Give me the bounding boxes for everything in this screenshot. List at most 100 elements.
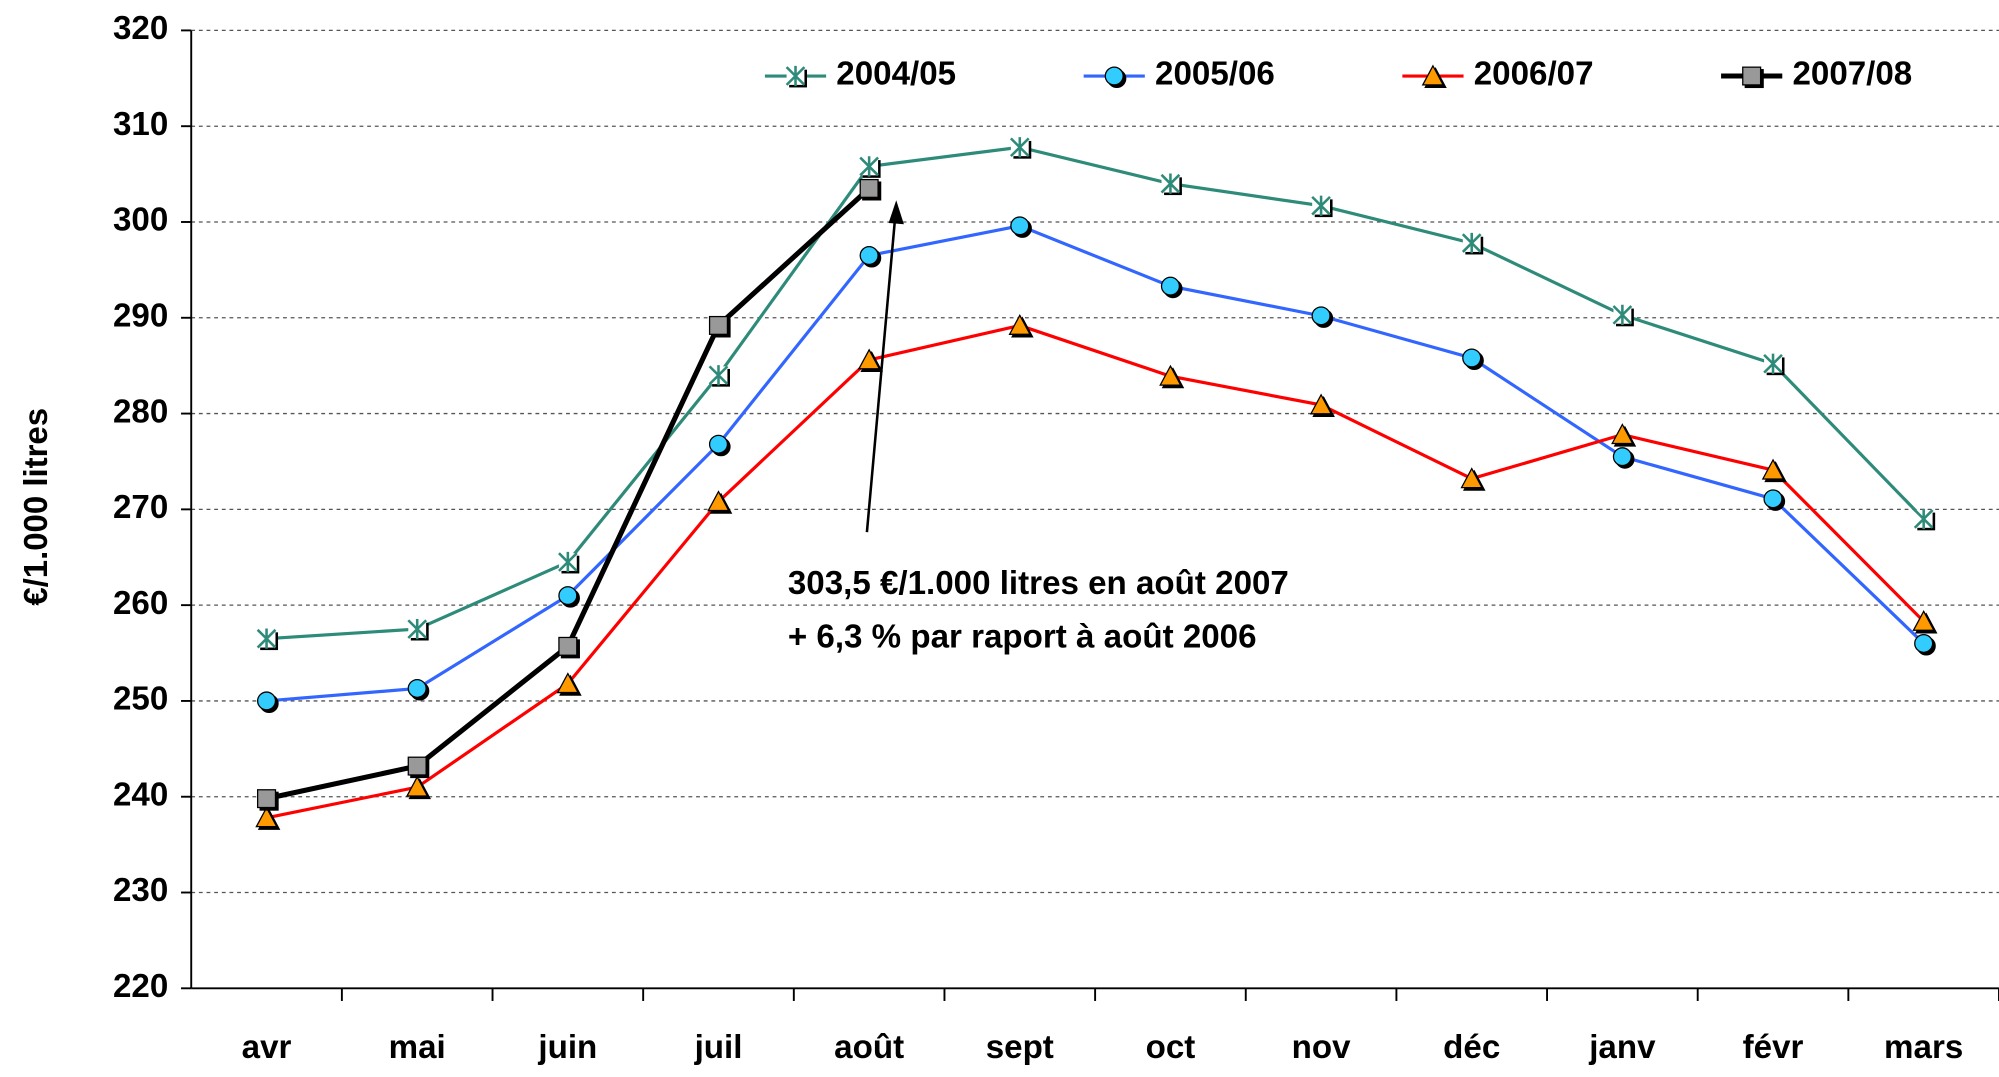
marker-shape: [558, 551, 578, 573]
x-tick-label: mai: [389, 1029, 446, 1066]
annotation-arrow: [865, 205, 898, 533]
marker: [1309, 393, 1335, 417]
y-tick-label: 260: [113, 585, 168, 622]
marker: [859, 178, 882, 201]
x-tick-label: mars: [1884, 1029, 1963, 1066]
marker: [859, 246, 882, 268]
marker-shape: [1160, 276, 1181, 296]
x-tick-label: juin: [537, 1029, 597, 1066]
series-line: [266, 145, 1925, 641]
marker: [1612, 304, 1634, 327]
x-tick-label: août: [834, 1029, 904, 1066]
y-tick-label: 290: [113, 298, 168, 335]
marker-shape: [1010, 216, 1030, 236]
marker: [1761, 458, 1787, 483]
legend-label: 2007/08: [1792, 56, 1912, 93]
marker-shape: [1461, 232, 1482, 254]
marker: [1611, 423, 1637, 447]
marker-shape: [1912, 609, 1935, 631]
marker: [1742, 66, 1764, 89]
marker-shape: [708, 315, 729, 335]
marker: [558, 636, 580, 659]
marker: [1104, 66, 1127, 89]
marker: [1160, 276, 1183, 299]
marker-shape: [1914, 633, 1934, 653]
x-tick-label: déc: [1443, 1029, 1500, 1066]
legend-label: 2004/05: [836, 56, 956, 93]
marker-shape: [1611, 423, 1634, 445]
marker-shape: [558, 586, 578, 606]
marker-shape: [1612, 447, 1632, 467]
marker-shape: [1462, 348, 1482, 368]
y-tick-label: 240: [113, 777, 168, 814]
y-tick-label: 250: [113, 681, 168, 718]
marker: [1763, 353, 1785, 376]
marker-shape: [1742, 66, 1762, 86]
y-tick-label: 230: [113, 872, 168, 909]
marker-shape: [1763, 489, 1783, 509]
marker-shape: [558, 636, 578, 656]
x-tick-label: févr: [1743, 1029, 1804, 1066]
y-tick-label: 220: [113, 968, 168, 1005]
marker-shape: [859, 246, 879, 266]
marker: [255, 806, 281, 830]
marker: [1311, 306, 1334, 328]
y-tick-label: 280: [113, 393, 168, 430]
marker-shape: [708, 434, 729, 454]
marker-shape: [407, 618, 428, 640]
x-tick-label: avr: [242, 1029, 292, 1066]
marker: [256, 628, 279, 651]
y-axis-label: €/1.000 litres: [18, 408, 55, 606]
marker: [1421, 64, 1447, 89]
marker: [407, 678, 430, 701]
marker: [1008, 313, 1034, 338]
marker-shape: [1311, 306, 1331, 326]
marker-shape: [256, 691, 277, 711]
marker: [708, 365, 730, 387]
marker-shape: [1612, 304, 1633, 326]
series-line: [266, 186, 871, 802]
annotation-arrowhead: [888, 200, 904, 225]
marker: [1914, 633, 1936, 656]
y-tick-label: 270: [113, 489, 168, 526]
marker: [405, 775, 432, 800]
marker: [1462, 348, 1484, 371]
x-tick-label: juil: [694, 1029, 743, 1066]
y-tick-label: 310: [113, 106, 168, 143]
series-line: [266, 323, 1925, 820]
marker-shape: [859, 156, 879, 177]
marker-shape: [255, 806, 278, 828]
marker: [1461, 232, 1484, 255]
marker-shape: [1421, 64, 1445, 86]
x-tick-label: janv: [1588, 1029, 1656, 1066]
x-tick-label: sept: [986, 1029, 1054, 1066]
marker-shape: [1309, 393, 1333, 415]
marker-shape: [407, 678, 427, 698]
marker-shape: [857, 348, 881, 370]
marker-shape: [785, 65, 806, 87]
marker: [256, 789, 279, 811]
annotation: 303,5 €/1.000 litres en août 2007: [788, 565, 1289, 602]
legend-label: 2005/06: [1155, 56, 1275, 93]
marker-shape: [556, 672, 580, 694]
y-tick-label: 320: [113, 10, 168, 47]
annotation: + 6,3 % par raport à août 2006: [788, 618, 1257, 655]
marker: [857, 348, 883, 372]
marker: [785, 65, 807, 88]
marker-shape: [256, 628, 277, 649]
marker: [558, 551, 580, 574]
marker-shape: [1008, 313, 1032, 335]
marker-shape: [1913, 508, 1934, 530]
marker: [1010, 216, 1032, 238]
marker: [708, 315, 731, 338]
marker-shape: [708, 365, 729, 386]
marker: [707, 490, 733, 514]
marker: [407, 618, 429, 641]
marker-shape: [1763, 353, 1783, 374]
marker: [1311, 195, 1333, 218]
marker: [1612, 447, 1635, 469]
marker: [1912, 609, 1938, 634]
marker: [558, 586, 580, 608]
marker: [1009, 137, 1032, 159]
